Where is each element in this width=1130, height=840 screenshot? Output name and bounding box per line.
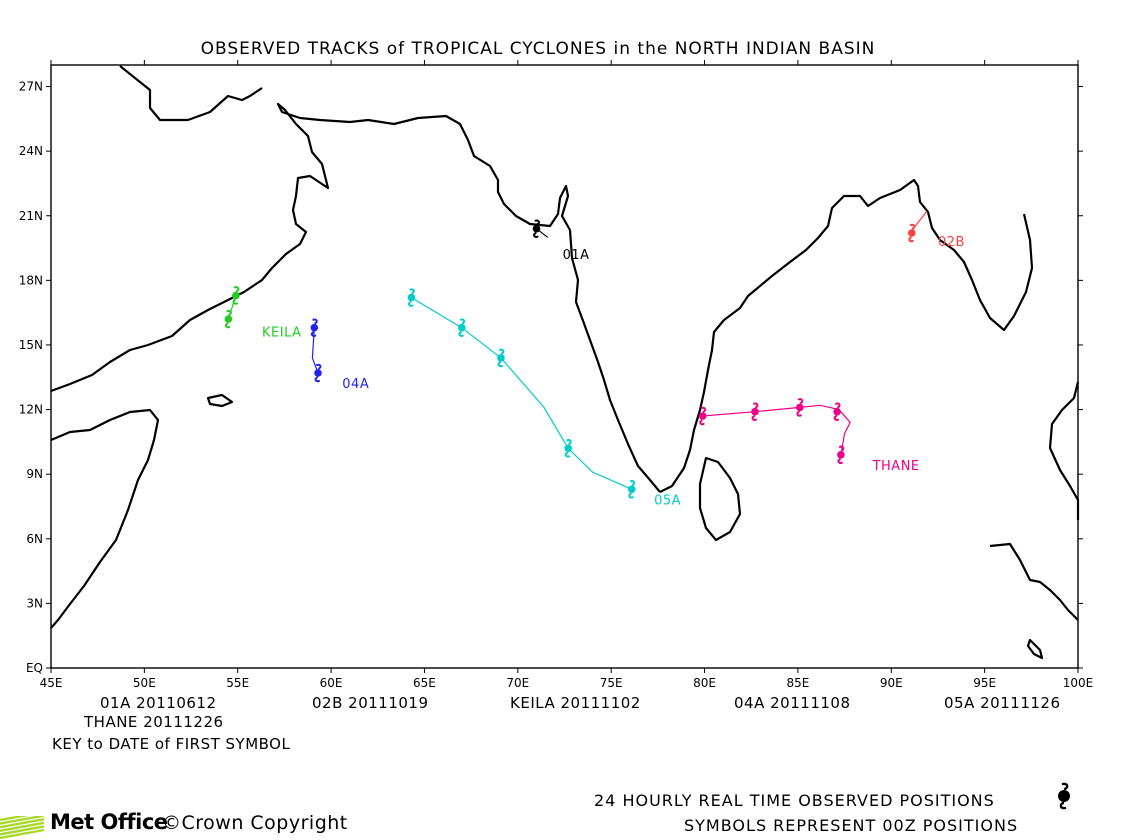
copyright-icon: © bbox=[162, 812, 182, 834]
lon-tick-label: 70E bbox=[506, 676, 529, 690]
key-entry-keila: KEILA 20111102 bbox=[510, 694, 641, 712]
cyclone-symbol-icon bbox=[458, 318, 466, 337]
cyclone-symbol-icon bbox=[1058, 782, 1070, 810]
storm-label: 05A bbox=[654, 493, 681, 508]
coastline-gulf-north bbox=[119, 65, 263, 122]
footer-line-2: SYMBOLS REPRESENT 00Z POSITIONS bbox=[684, 816, 1019, 835]
lat-tick-label: 27N bbox=[19, 80, 43, 94]
storm-label: THANE bbox=[872, 459, 920, 474]
storm-01a: 01A bbox=[532, 219, 590, 263]
cyclone-symbol-icon bbox=[796, 398, 804, 417]
cyclone-symbol-icon bbox=[751, 402, 759, 421]
key-row-1c: KEILA 20111102 bbox=[510, 694, 641, 712]
lon-tick-label: 45E bbox=[40, 676, 63, 690]
coastline-sumatra bbox=[1026, 638, 1044, 660]
logo-stripe bbox=[0, 818, 45, 829]
storm-thane: THANE bbox=[698, 398, 920, 474]
coastline-india-east bbox=[659, 178, 1034, 493]
lat-tick-label: 6N bbox=[26, 532, 43, 546]
cyclone-symbol-icon bbox=[564, 439, 572, 458]
map-frame bbox=[50, 64, 1079, 669]
cyclone-symbol-icon bbox=[232, 286, 240, 305]
met-office-logo: Met Office ©Crown Copyright bbox=[0, 810, 380, 840]
storm-05a: 05A bbox=[407, 288, 681, 508]
storm-label: KEILA bbox=[262, 325, 302, 340]
sri-lanka-island bbox=[698, 456, 742, 542]
coastline-malaya bbox=[989, 542, 1079, 621]
socotra-island bbox=[206, 393, 234, 408]
track-line-04a bbox=[311, 327, 319, 374]
cyclone-symbol-icon bbox=[407, 288, 416, 307]
logo-stripe bbox=[0, 825, 45, 836]
lat-tick-label: EQ bbox=[26, 661, 43, 675]
storm-04a: 04A bbox=[310, 318, 369, 392]
key-row-1b: 02B 20111019 bbox=[312, 694, 429, 712]
logo-stripe bbox=[0, 828, 45, 840]
lat-tick-label: 12N bbox=[19, 403, 43, 417]
cyclone-symbol-icon bbox=[310, 318, 319, 337]
lon-tick-label: 95E bbox=[973, 676, 996, 690]
cyclone-symbol-icon bbox=[833, 402, 841, 421]
cyclone-symbol-icon bbox=[497, 348, 505, 368]
lon-tick-label: 60E bbox=[320, 676, 343, 690]
lon-tick-label: 90E bbox=[880, 676, 903, 690]
key-entry-04a: 04A 20111108 bbox=[734, 694, 851, 712]
logo-stripe bbox=[0, 821, 45, 832]
storm-label: 01A bbox=[563, 248, 590, 263]
cyclone-symbol-icon bbox=[698, 406, 707, 426]
copyright-notice: ©Crown Copyright bbox=[162, 812, 348, 834]
axes-frame: 45E 50E 55E 60E 65E 70E 75E 80E 85E 90E 95E 100E EQ 3… bbox=[19, 60, 1094, 690]
cyclone-symbol-icon bbox=[908, 223, 916, 243]
key-row-1e: 05A 20111126 bbox=[944, 694, 1061, 712]
storm-keila: KEILA bbox=[224, 286, 302, 340]
met-office-stripes bbox=[0, 816, 45, 840]
logo-stripe bbox=[0, 816, 29, 822]
lat-tick-label: 3N bbox=[26, 596, 43, 610]
cyclone-symbol-icon bbox=[837, 445, 845, 464]
cyclone-tracks: 01A 02B KEILA 04A 05A THANE bbox=[224, 211, 965, 508]
logo-stripe bbox=[0, 816, 45, 825]
lon-tick-label: 55E bbox=[226, 676, 249, 690]
lat-tick-label: 24N bbox=[19, 144, 43, 158]
track-line-05a bbox=[411, 297, 632, 490]
key-row-1d: 04A 20111108 bbox=[734, 694, 851, 712]
coastline-arabia-india-west bbox=[50, 102, 661, 493]
cyclone-symbol-icon bbox=[532, 219, 541, 238]
brand-name: Met Office bbox=[50, 810, 168, 834]
lon-tick-label: 50E bbox=[133, 676, 156, 690]
lat-tick-label: 9N bbox=[26, 467, 43, 481]
lon-tick-label: 100E bbox=[1063, 676, 1094, 690]
lat-tick-label: 18N bbox=[19, 273, 43, 287]
cyclone-symbol-icon bbox=[224, 309, 233, 329]
lon-tick-label: 75E bbox=[600, 676, 623, 690]
storm-label: 04A bbox=[342, 377, 369, 392]
coastline-layer bbox=[50, 65, 1080, 660]
lon-tick-label: 65E bbox=[413, 676, 436, 690]
lon-tick-label: 80E bbox=[693, 676, 716, 690]
storm-02b: 02B bbox=[908, 211, 965, 250]
key-entry-01a: 01A 20110612 bbox=[100, 694, 217, 712]
lon-tick-label: 85E bbox=[786, 676, 809, 690]
key-entry-02b: 02B 20111019 bbox=[312, 694, 429, 712]
lat-tick-label: 21N bbox=[19, 209, 43, 223]
key-row-2: THANE 20111226 bbox=[84, 713, 224, 731]
map-title: OBSERVED TRACKS of TROPICAL CYCLONES in … bbox=[201, 39, 876, 59]
cyclone-symbol-icon bbox=[627, 480, 636, 499]
key-title: KEY to DATE of FIRST SYMBOL bbox=[52, 735, 291, 753]
key-row-1: 01A 20110612 bbox=[100, 694, 217, 712]
lat-tick-label: 15N bbox=[19, 338, 43, 352]
key-entry-05a: 05A 20111126 bbox=[944, 694, 1061, 712]
footer-line-1: 24 HOURLY REAL TIME OBSERVED POSITIONS bbox=[594, 791, 995, 810]
key-entry-thane: THANE 20111226 bbox=[84, 713, 224, 731]
track-line-thane bbox=[702, 404, 851, 455]
coastline-horn-of-africa bbox=[50, 408, 160, 629]
coastline-myanmar bbox=[1048, 381, 1080, 520]
storm-label: 02B bbox=[938, 235, 965, 250]
cyclone-symbol-icon bbox=[314, 363, 322, 383]
